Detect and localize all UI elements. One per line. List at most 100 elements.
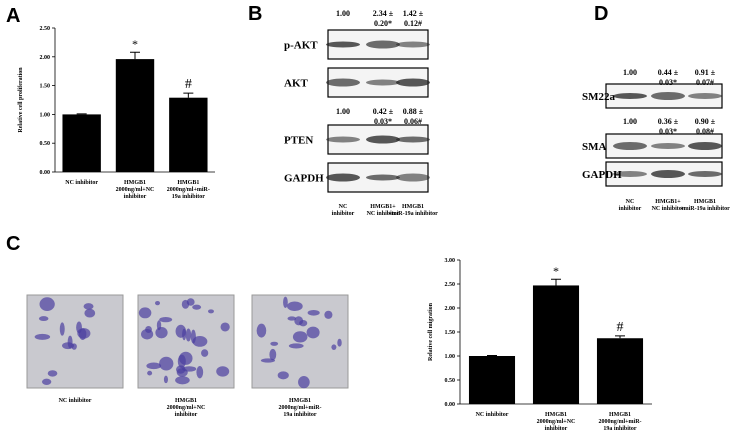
x-tick-label: HMGB1 2000ng/ml+miR-19a inhibitor [598, 412, 641, 431]
bar [62, 114, 101, 172]
lane-label-line: NC inhibitor [652, 206, 685, 212]
stained-cell [192, 336, 208, 347]
stained-cell [292, 331, 308, 343]
y-tick-label: 1.00 [445, 354, 456, 360]
bar [532, 285, 580, 404]
bar [596, 338, 644, 404]
y-tick-label: 1.50 [40, 84, 51, 90]
error-bar [130, 51, 140, 60]
stained-cell [38, 316, 49, 322]
x-tick-label-line: 19a inhibitor [172, 194, 206, 200]
stained-cell [260, 358, 276, 363]
micrograph-caption-line: 19a inhibitor [283, 412, 317, 418]
quantification-line: 1.00 [623, 117, 637, 126]
x-tick-label: HMGB1 2000ng/ml+miR-19a inhibitor [167, 180, 210, 200]
x-tick-label: HMGB1 2000ng/ml+NC inhibitor [116, 180, 155, 200]
x-tick-label-line: HMGB1 [124, 180, 146, 186]
quantification-line: 0.07# [696, 78, 714, 87]
quantification: 2.34 ±0.20* [373, 9, 394, 28]
panel-label: A [6, 5, 20, 27]
annotation: * [553, 264, 559, 278]
lane-label: HMGB1+ NC inhibitor [652, 199, 685, 212]
quantification-line: 0.03* [659, 78, 677, 87]
stained-cell [196, 366, 204, 379]
quantification-line: 1.00 [336, 107, 350, 116]
x-tick-label-line: HMGB1 [545, 412, 567, 418]
bar [169, 97, 208, 172]
y-tick-label: 2.50 [40, 26, 51, 32]
y-tick-label: 0.50 [40, 141, 51, 147]
quantification: 0.90 ±0.08# [695, 117, 716, 136]
blot-band [396, 136, 430, 143]
stained-cell [138, 307, 152, 319]
blot-band [651, 143, 685, 149]
stained-cell [256, 323, 267, 338]
blot-row-label: SM22a [582, 91, 616, 103]
micrograph-caption-line: HMGB1 [289, 398, 311, 404]
bar [468, 356, 516, 404]
micrograph-caption-line: HMGB1 [175, 398, 197, 404]
y-tick-label: 2.00 [445, 306, 456, 312]
y-tick-label: 0.50 [445, 378, 456, 384]
stained-cell [283, 296, 288, 308]
y-tick-label: 2.50 [445, 282, 456, 288]
blot-band [613, 142, 647, 150]
blot-band [366, 135, 400, 144]
quantification: 1.00 [623, 117, 637, 126]
blot-row-label: GAPDH [284, 173, 324, 185]
quantification-line: 0.88 ± [403, 107, 424, 116]
x-tick-label-line: HMGB1 [609, 412, 631, 418]
y-tick-label: 1.00 [40, 112, 51, 118]
stained-cell [220, 322, 230, 332]
quantification-line: 0.90 ± [695, 117, 716, 126]
stained-cell [145, 326, 152, 334]
stained-cell [288, 343, 304, 349]
blot-band [613, 93, 647, 99]
y-axis-label: Relative cell migration [428, 302, 434, 361]
panel-label: B [248, 3, 262, 25]
lane-label-line: NC inhibitor [367, 211, 400, 217]
annotation: # [185, 77, 192, 92]
x-tick-label-line: 19a inhibitor [603, 426, 637, 431]
quantification: 1.00 [623, 68, 637, 77]
stained-cell [182, 366, 197, 372]
error-bar [76, 113, 87, 115]
blot-band [326, 173, 360, 182]
stained-cell [287, 301, 303, 312]
stained-cell [181, 299, 190, 309]
stained-cell [163, 375, 168, 384]
stained-cell [62, 342, 75, 350]
error-bar [615, 335, 625, 339]
quantification-line: 1.00 [336, 9, 350, 18]
quantification-line: 0.03* [659, 127, 677, 136]
quantification-line: 0.20* [374, 19, 392, 28]
quantification: 1.00 [336, 107, 350, 116]
blot-band [326, 41, 360, 48]
lane-label-line: NC [339, 204, 348, 210]
quantification-line: 0.42 ± [373, 107, 394, 116]
micrograph-caption: HMGB1 2000ng/ml+miR-19a inhibitor [278, 398, 321, 418]
micrograph-caption: NC inhibitor [59, 398, 92, 404]
stained-cell [287, 316, 297, 321]
stained-cell [270, 341, 279, 346]
x-tick-label-line: inhibitor [545, 426, 568, 431]
lane-label-line: HMGB1+ [370, 204, 396, 210]
stained-cell [299, 319, 308, 327]
panel-label: C [6, 233, 20, 255]
y-tick-label: 2.00 [40, 55, 51, 61]
quantification: 0.36 ±0.03* [658, 117, 679, 136]
x-tick-label-line: NC inhibitor [476, 412, 509, 418]
stained-cell [146, 362, 162, 370]
stained-cell [207, 309, 214, 314]
stained-cell [331, 344, 337, 350]
y-tick-label: 3.00 [445, 258, 456, 264]
stained-cell [337, 338, 342, 347]
blot-band [326, 136, 360, 143]
quantification: 1.00 [336, 9, 350, 18]
stained-cell [216, 366, 230, 377]
stained-cell [298, 376, 310, 389]
stained-cell [156, 320, 162, 331]
stained-cell [34, 333, 51, 340]
blot-band [366, 40, 400, 49]
quantification-line: 0.36 ± [658, 117, 679, 126]
